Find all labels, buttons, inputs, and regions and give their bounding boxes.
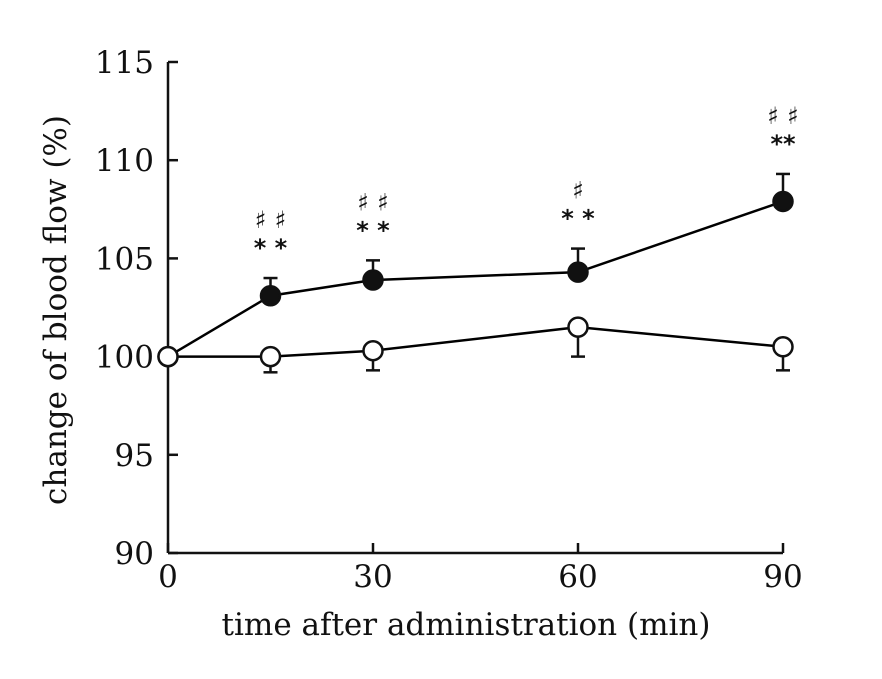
x-axis-label: time after administration (min) bbox=[222, 607, 711, 643]
x-tick-label: 90 bbox=[763, 559, 802, 595]
y-tick-label: 90 bbox=[115, 536, 154, 572]
significance-sharps: ♯ ♯ bbox=[357, 188, 389, 216]
significance-asterisks: ** bbox=[770, 130, 796, 158]
data-point-filled bbox=[362, 269, 384, 291]
x-tick-label: 60 bbox=[558, 559, 597, 595]
data-point-filled bbox=[259, 284, 282, 307]
data-point-open bbox=[259, 345, 282, 368]
axes bbox=[166, 62, 783, 555]
data-point-open bbox=[567, 316, 589, 338]
data-point-filled bbox=[772, 190, 794, 213]
y-tick-label: 115 bbox=[95, 45, 154, 81]
data-point-filled bbox=[567, 261, 589, 283]
x-tick-label: 30 bbox=[353, 559, 392, 595]
y-tick-label: 95 bbox=[115, 438, 154, 474]
significance-markers: * *♯ ♯ * *♯ ♯* *♯**♯ ♯ bbox=[254, 102, 799, 262]
data-point-open bbox=[362, 339, 384, 362]
significance-sharps: ♯ ♯ bbox=[767, 102, 799, 130]
data-point-open bbox=[772, 336, 794, 358]
series-line-open bbox=[168, 325, 784, 358]
significance-asterisks: * * bbox=[356, 216, 390, 244]
ticks: 90 95 100 105 110 115 0 30 60 90 bbox=[95, 45, 803, 595]
significance-asterisks: * * bbox=[561, 205, 595, 233]
significance-sharps: ♯ ♯ bbox=[255, 206, 287, 234]
y-axis-label: change of blood flow (%) bbox=[38, 115, 74, 505]
significance-sharps: ♯ bbox=[572, 177, 584, 205]
data-point-open bbox=[157, 345, 179, 368]
x-tick-label: 0 bbox=[158, 559, 178, 595]
significance-asterisks: * * bbox=[254, 234, 288, 262]
series-points bbox=[157, 190, 794, 368]
y-tick-label: 100 bbox=[95, 340, 154, 376]
y-tick-label: 105 bbox=[95, 241, 154, 277]
y-tick-label: 110 bbox=[95, 143, 154, 179]
